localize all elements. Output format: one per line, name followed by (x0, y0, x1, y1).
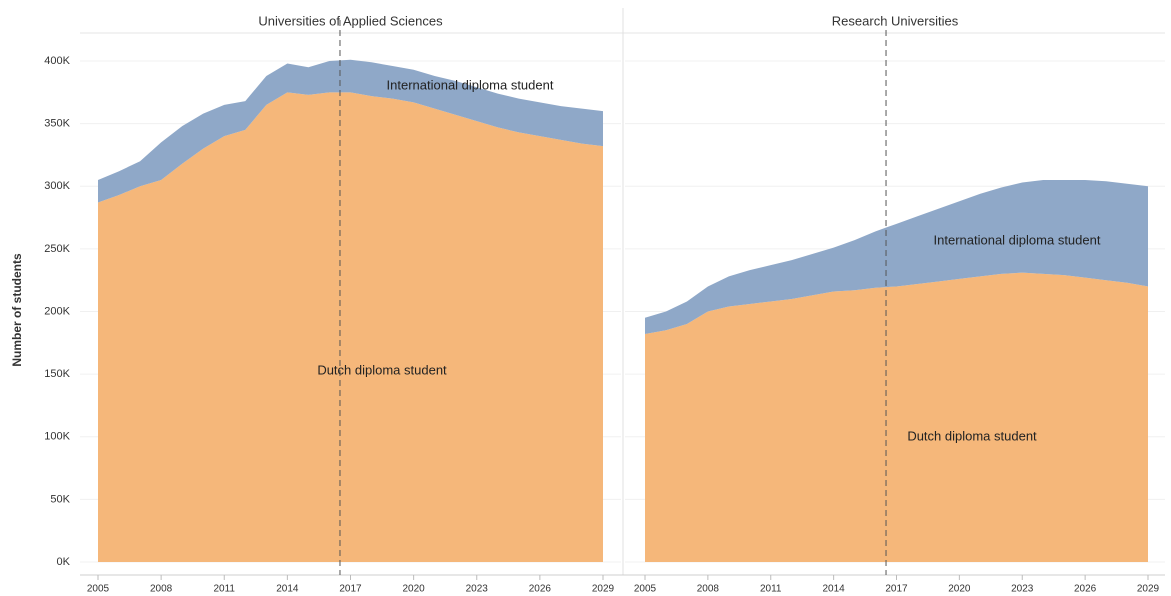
x-tick-label: 2026 (1074, 584, 1097, 595)
y-tick-label: 200K (44, 305, 70, 317)
y-tick-label: 50K (50, 493, 70, 505)
x-tick-label: 2008 (697, 584, 720, 595)
series-annotation: Dutch diploma student (317, 362, 447, 377)
x-tick-label: 2029 (592, 584, 615, 595)
y-tick-label: 150K (44, 368, 70, 380)
x-tick-label: 2023 (1011, 584, 1034, 595)
x-tick-label: 2014 (276, 584, 299, 595)
panel-title: Research Universities (832, 13, 959, 28)
series-annotation: International diploma student (387, 77, 554, 92)
series-annotation: Dutch diploma student (907, 428, 1037, 443)
series-annotation: International diploma student (934, 232, 1101, 247)
x-tick-label: 2020 (403, 584, 426, 595)
area (645, 272, 1148, 562)
x-tick-label: 2023 (466, 584, 489, 595)
x-tick-label: 2029 (1137, 584, 1160, 595)
y-tick-label: 250K (44, 243, 70, 255)
y-tick-label: 350K (44, 118, 70, 130)
x-tick-label: 2005 (87, 584, 110, 595)
x-tick-label: 2008 (150, 584, 173, 595)
panel-title: Universities of Applied Sciences (258, 13, 443, 28)
x-tick-label: 2005 (634, 584, 657, 595)
x-tick-label: 2014 (823, 584, 846, 595)
y-tick-label: 300K (44, 180, 70, 192)
area (98, 59, 603, 203)
x-tick-label: 2026 (529, 584, 552, 595)
x-tick-label: 2020 (948, 584, 971, 595)
x-tick-label: 2017 (339, 584, 362, 595)
x-tick-label: 2011 (760, 584, 782, 595)
y-tick-label: 400K (44, 55, 70, 67)
y-tick-label: 100K (44, 431, 70, 443)
y-axis-label: Number of students (10, 253, 24, 367)
x-tick-label: 2011 (213, 584, 235, 595)
area (98, 92, 603, 562)
area (645, 179, 1148, 335)
y-tick-label: 0K (57, 556, 71, 568)
x-tick-label: 2017 (885, 584, 908, 595)
